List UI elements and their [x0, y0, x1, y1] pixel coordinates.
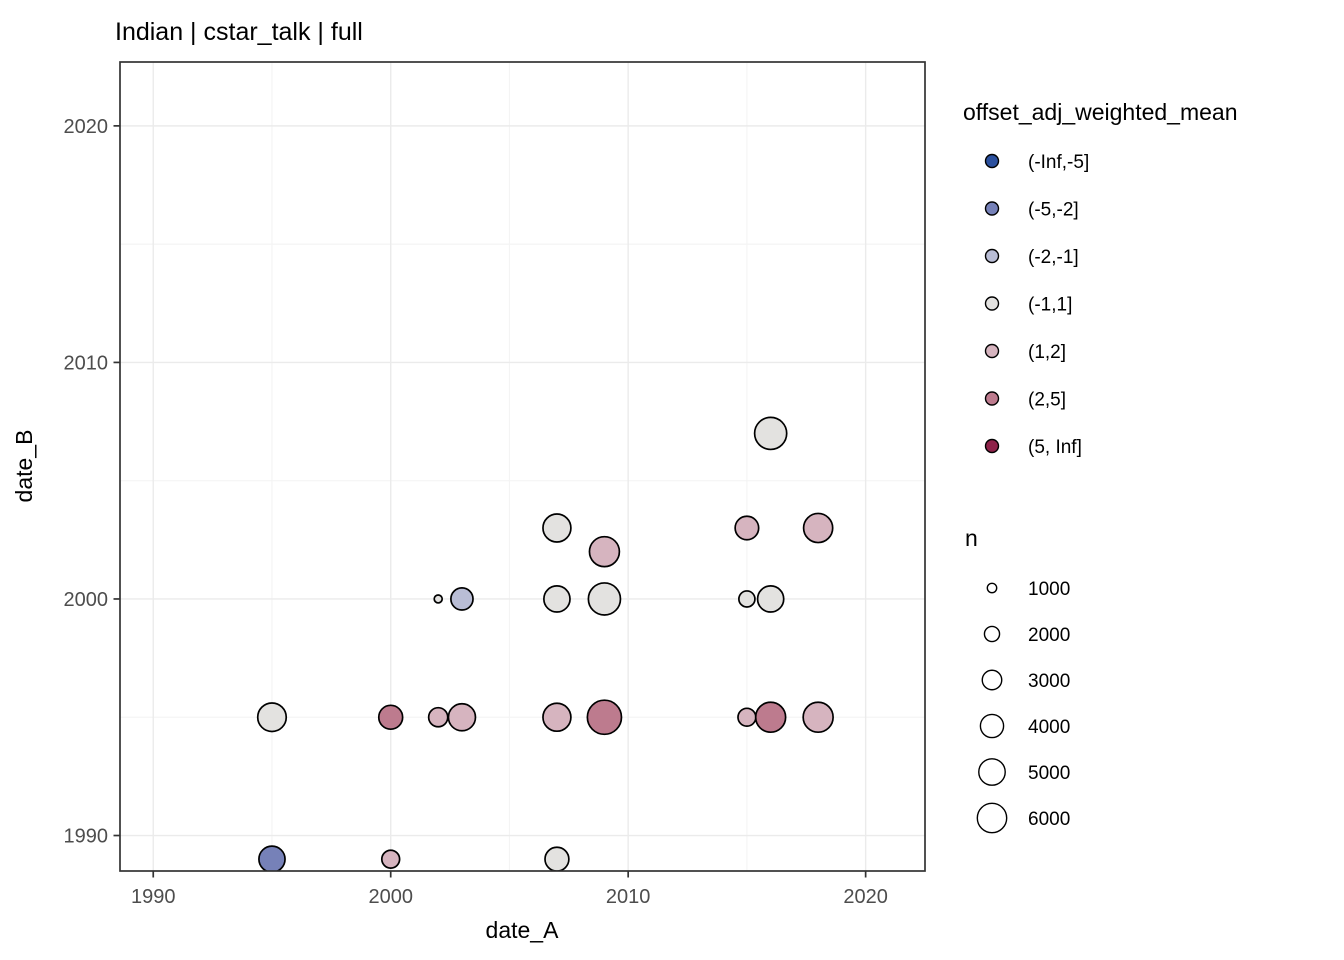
y-tick-label: 1990	[64, 826, 109, 848]
x-axis-title: date_A	[486, 917, 560, 943]
size-legend: 1000 2000 3000 4000 5000 6000	[976, 579, 1070, 834]
size-legend-label: 2000	[1028, 625, 1070, 646]
color-legend-swatch	[984, 296, 1000, 311]
data-point	[756, 585, 785, 613]
size-legend-title: n	[965, 525, 978, 551]
x-tick-label: 2020	[843, 886, 888, 908]
color-legend-swatch	[984, 201, 1000, 216]
data-point	[433, 594, 444, 604]
data-point	[586, 699, 623, 736]
y-axis-title: date_B	[11, 430, 37, 503]
size-legend-label: 1000	[1028, 579, 1070, 600]
data-point	[377, 704, 404, 731]
size-legend-label: 3000	[1028, 671, 1070, 692]
size-legend-swatch	[979, 713, 1005, 739]
color-legend-swatch	[984, 153, 1000, 169]
size-legend-label: 4000	[1028, 717, 1070, 738]
data-point	[542, 513, 572, 543]
panel-border	[119, 61, 926, 872]
plot-title: Indian | cstar_talk | full	[115, 18, 363, 46]
size-legend-swatch	[981, 669, 1003, 691]
color-legend-label: (5, Inf]	[1028, 437, 1082, 458]
data-point	[447, 702, 477, 732]
data-point	[802, 512, 834, 544]
data-point	[587, 582, 622, 616]
size-legend-swatch	[986, 582, 998, 594]
gridlines	[120, 62, 925, 871]
data-point	[258, 845, 286, 871]
data-point	[738, 590, 756, 608]
y-tick-label: 2010	[64, 352, 109, 374]
data-point	[754, 701, 787, 734]
size-legend-label: 6000	[1028, 809, 1070, 830]
y-tick-label: 2000	[64, 589, 109, 611]
x-tick-label: 1990	[131, 886, 176, 908]
color-legend-swatch	[984, 438, 1000, 454]
size-legend-swatch	[976, 802, 1008, 834]
data-point	[753, 416, 788, 451]
y-tick-label: 2020	[64, 116, 109, 138]
data-point	[737, 707, 757, 728]
color-legend-swatch	[984, 391, 1000, 406]
color-legend: (-Inf,-5] (-5,-2] (-2,-1] (-1,1] (1,2] (2,5] (…	[984, 152, 1089, 458]
color-legend-label: (-Inf,-5]	[1028, 152, 1089, 173]
color-legend-label: (1,2]	[1028, 342, 1066, 363]
data-point	[544, 846, 570, 871]
data-point	[734, 515, 760, 541]
x-tick-label: 2000	[368, 886, 413, 908]
color-legend-swatch	[984, 343, 1000, 359]
plot-panel	[120, 62, 925, 871]
color-legend-label: (-1,1]	[1028, 295, 1072, 316]
data-point	[256, 702, 288, 733]
y-axis: 1990 2000 2010 2020	[64, 116, 120, 848]
data-point	[427, 706, 449, 728]
color-legend-label: (2,5]	[1028, 390, 1066, 411]
data-point	[588, 535, 621, 568]
x-axis: 1990 2000 2010 2020	[131, 871, 888, 908]
color-legend-title: offset_adj_weighted_mean	[963, 99, 1238, 125]
data-point	[450, 587, 474, 611]
data-point	[380, 849, 401, 869]
size-legend-label: 5000	[1028, 763, 1070, 784]
color-legend-label: (-5,-2]	[1028, 200, 1079, 221]
color-legend-swatch	[984, 248, 1000, 264]
size-legend-swatch	[978, 758, 1006, 786]
data-point	[543, 585, 571, 613]
data-point	[542, 702, 572, 733]
x-tick-label: 2010	[606, 886, 651, 908]
data-points-layer	[256, 416, 834, 871]
size-legend-swatch	[983, 625, 1001, 643]
data-point	[802, 701, 834, 734]
color-legend-label: (-2,-1]	[1028, 247, 1079, 268]
